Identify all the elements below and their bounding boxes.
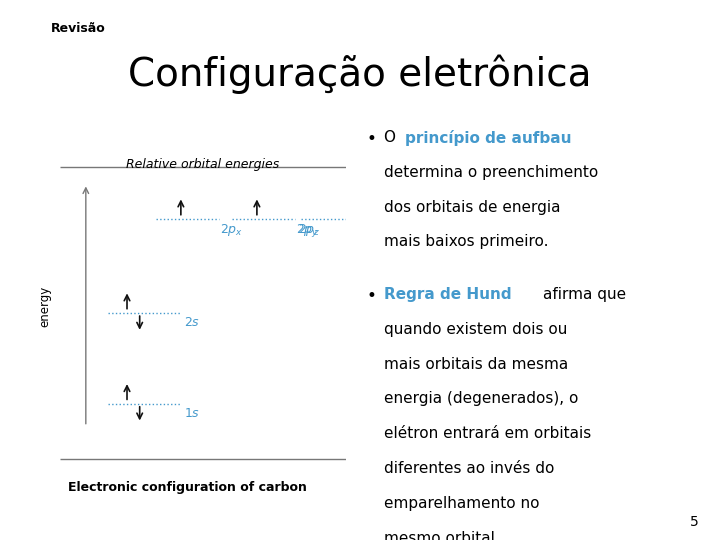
Text: afirma que: afirma que — [543, 287, 626, 302]
Text: elétron entrará em orbitais: elétron entrará em orbitais — [384, 427, 591, 441]
Text: •: • — [367, 130, 377, 148]
Text: mais baixos primeiro.: mais baixos primeiro. — [384, 234, 549, 249]
Text: emparelhamento no: emparelhamento no — [384, 496, 540, 511]
Text: energia (degenerados), o: energia (degenerados), o — [384, 392, 579, 407]
Text: $2s$: $2s$ — [184, 316, 200, 329]
Text: quando existem dois ou: quando existem dois ou — [384, 322, 567, 336]
Text: princípio de aufbau: princípio de aufbau — [405, 130, 572, 146]
Text: dos orbitais de energia: dos orbitais de energia — [384, 200, 561, 214]
Text: $2p_y$: $2p_y$ — [297, 222, 320, 239]
Text: O: O — [384, 130, 401, 145]
Text: Configuração eletrônica: Configuração eletrônica — [128, 54, 592, 93]
Text: 5: 5 — [690, 515, 698, 529]
Text: mesmo orbital.: mesmo orbital. — [384, 531, 500, 540]
Text: energy: energy — [38, 286, 51, 327]
Text: •: • — [367, 287, 377, 305]
Text: Relative orbital energies: Relative orbital energies — [127, 158, 279, 171]
Text: diferentes ao invés do: diferentes ao invés do — [384, 461, 554, 476]
Text: Revisão: Revisão — [50, 22, 105, 35]
Text: determina o preenchimento: determina o preenchimento — [384, 165, 598, 180]
Text: $2p_x$: $2p_x$ — [220, 222, 243, 239]
Text: mais orbitais da mesma: mais orbitais da mesma — [384, 356, 569, 372]
Text: Electronic configuration of carbon: Electronic configuration of carbon — [68, 481, 307, 494]
Text: Regra de Hund: Regra de Hund — [384, 287, 512, 302]
Text: $1s$: $1s$ — [184, 407, 200, 420]
Text: $2p_z$: $2p_z$ — [298, 222, 320, 239]
